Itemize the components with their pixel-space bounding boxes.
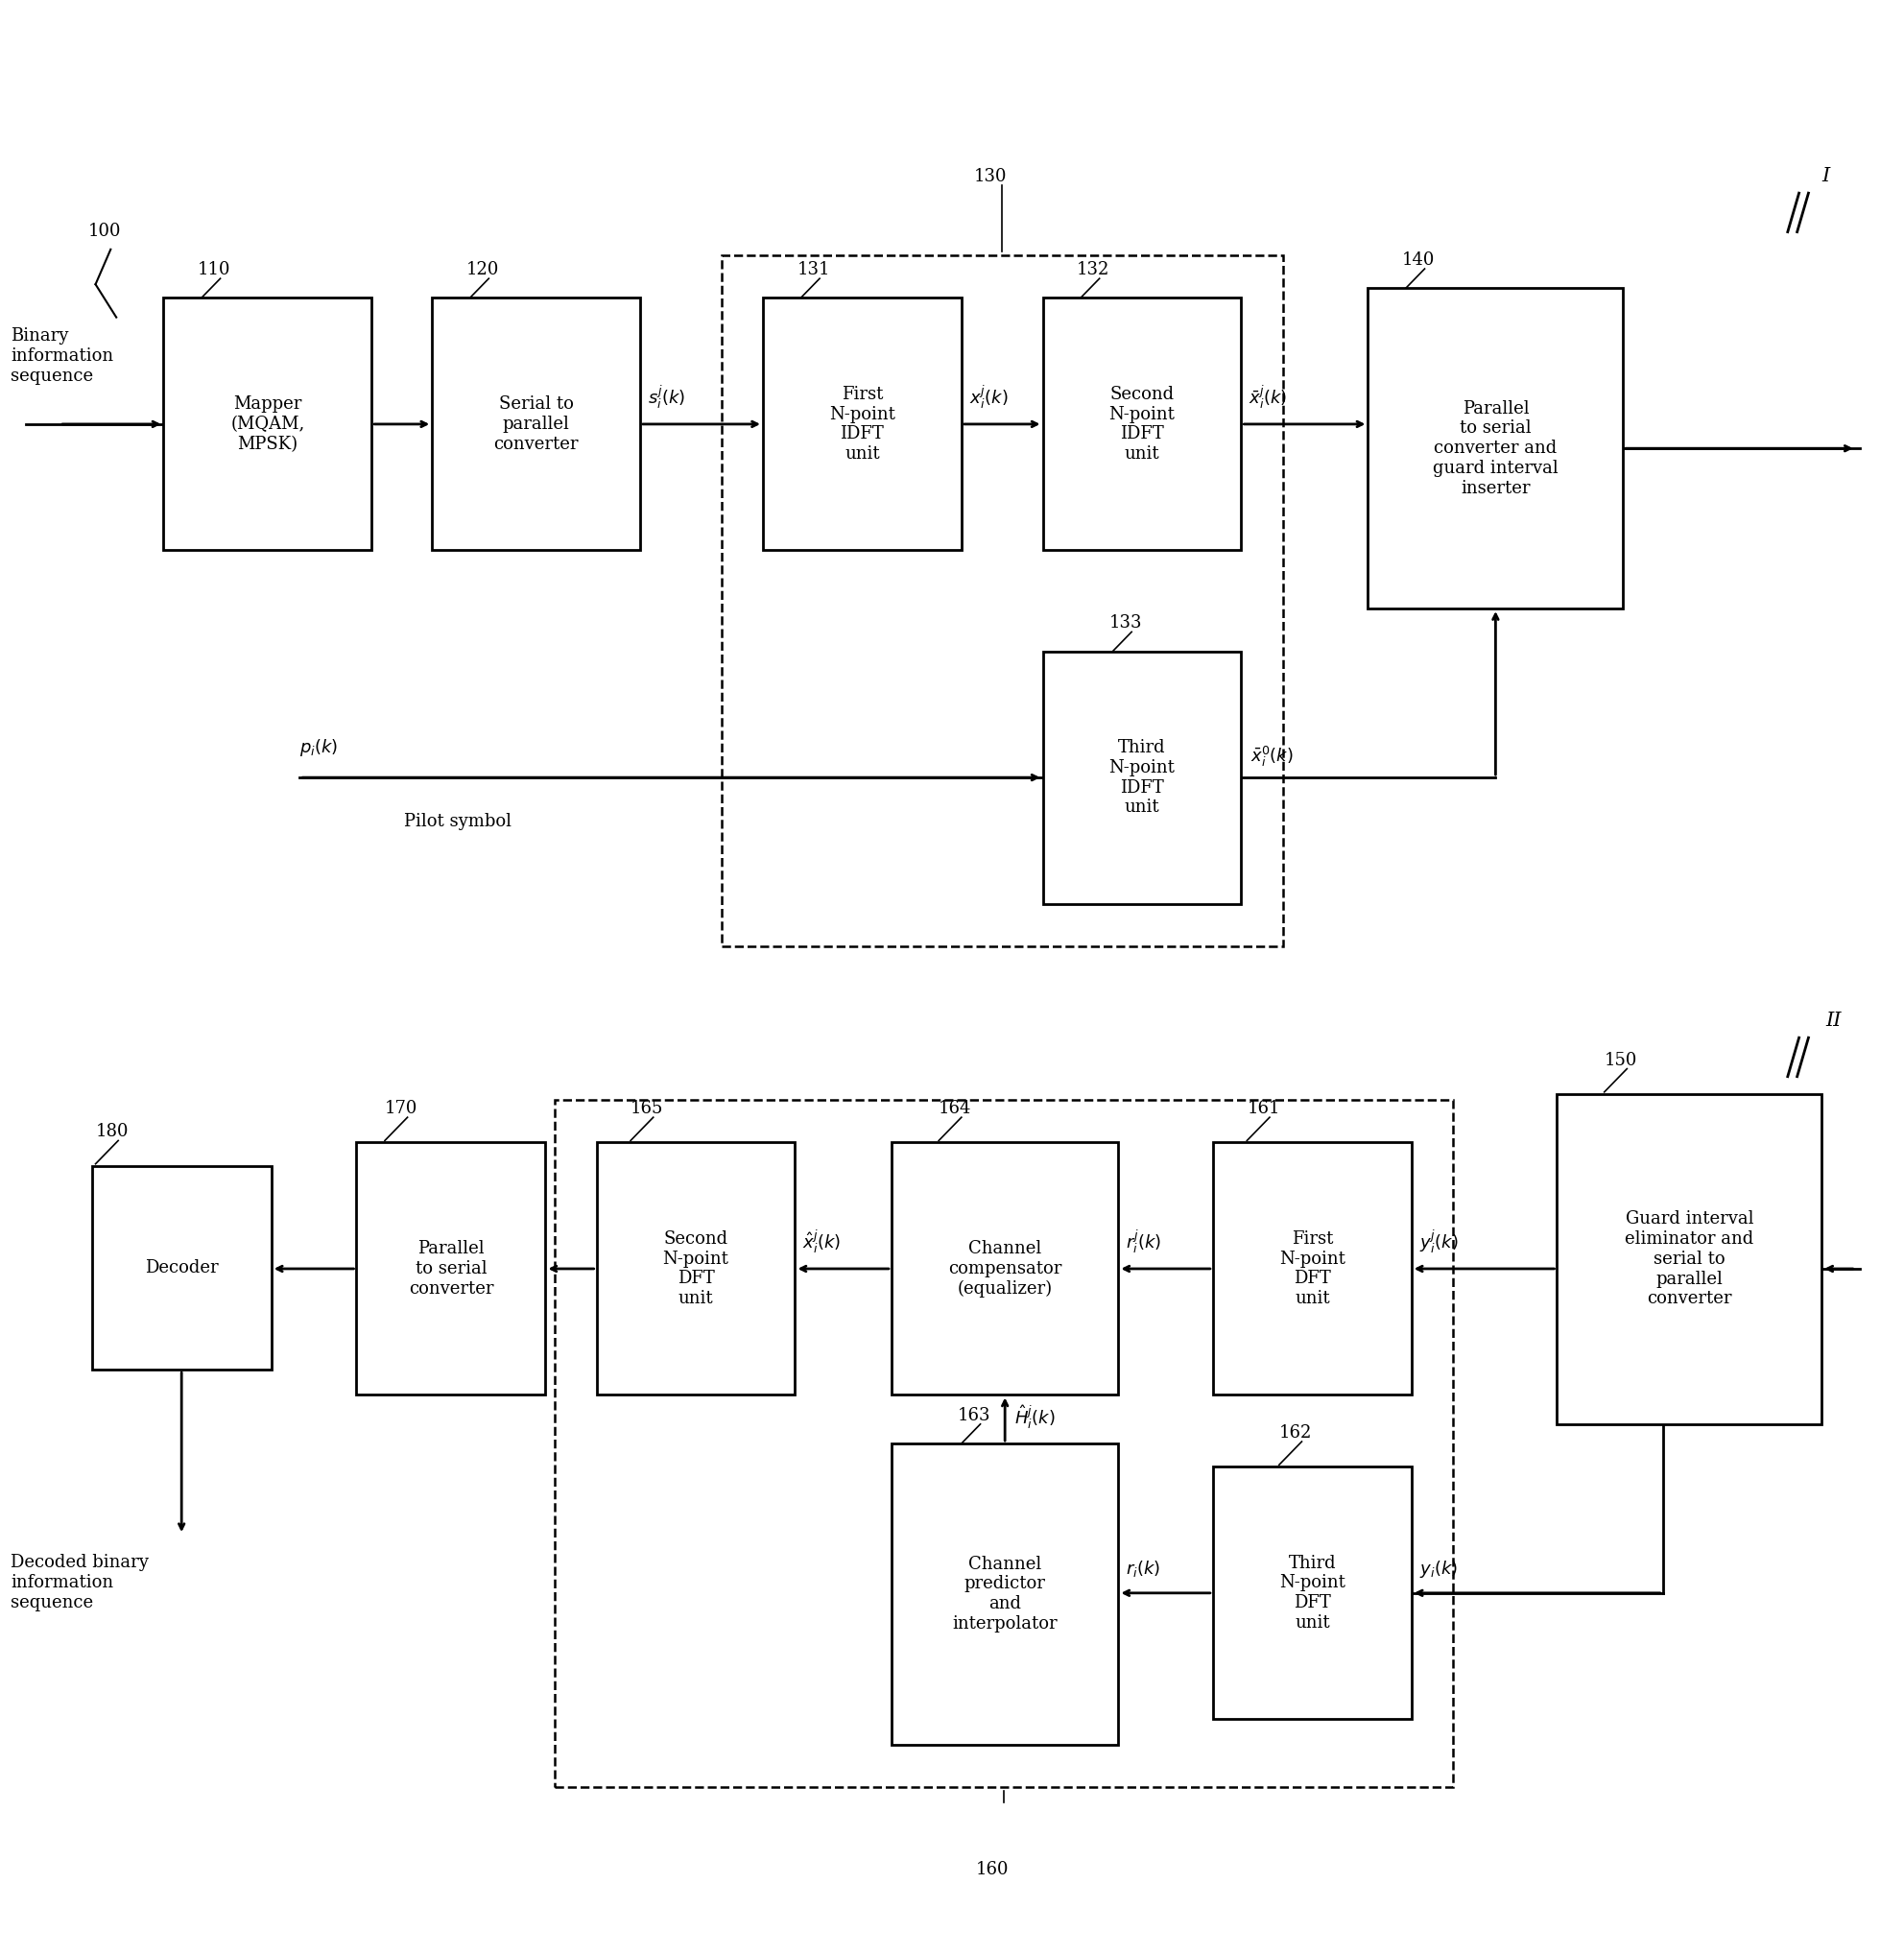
Text: Parallel
to serial
converter: Parallel to serial converter <box>409 1239 493 1298</box>
Text: $r_i^j(k)$: $r_i^j(k)$ <box>1125 1228 1161 1257</box>
Text: 162: 162 <box>1279 1425 1312 1441</box>
FancyBboxPatch shape <box>1367 287 1624 608</box>
Text: Serial to
parallel
converter: Serial to parallel converter <box>493 395 579 454</box>
Text: $y_i^j(k)$: $y_i^j(k)$ <box>1418 1228 1458 1257</box>
Text: 120: 120 <box>466 262 499 278</box>
Text: $\bar{x}_i^j(k)$: $\bar{x}_i^j(k)$ <box>1249 383 1287 413</box>
Text: 130: 130 <box>973 168 1007 186</box>
Text: 161: 161 <box>1247 1101 1279 1116</box>
Text: Second
N-point
DFT
unit: Second N-point DFT unit <box>663 1230 729 1308</box>
Text: Decoded binary
information
sequence: Decoded binary information sequence <box>10 1554 149 1611</box>
FancyBboxPatch shape <box>432 297 640 551</box>
Text: 180: 180 <box>95 1124 129 1140</box>
Text: 140: 140 <box>1401 252 1436 268</box>
Text: Second
N-point
IDFT
unit: Second N-point IDFT unit <box>1108 385 1175 463</box>
Text: 170: 170 <box>385 1101 417 1116</box>
Text: 110: 110 <box>198 262 230 278</box>
Text: $\hat{x}_i^j(k)$: $\hat{x}_i^j(k)$ <box>803 1228 842 1257</box>
Text: 131: 131 <box>798 262 830 278</box>
Text: 160: 160 <box>975 1861 1009 1879</box>
FancyBboxPatch shape <box>764 297 962 551</box>
Text: 164: 164 <box>939 1101 971 1116</box>
Text: Parallel
to serial
converter and
guard interval
inserter: Parallel to serial converter and guard i… <box>1434 401 1557 497</box>
Text: $x_i^j(k)$: $x_i^j(k)$ <box>969 383 1009 413</box>
Text: Channel
predictor
and
interpolator: Channel predictor and interpolator <box>952 1556 1057 1632</box>
FancyBboxPatch shape <box>164 297 371 551</box>
Text: 165: 165 <box>630 1101 664 1116</box>
Text: 100: 100 <box>88 223 122 240</box>
Text: II: II <box>1826 1011 1841 1030</box>
FancyBboxPatch shape <box>1043 297 1241 551</box>
Text: $\hat{H}_i^j(k)$: $\hat{H}_i^j(k)$ <box>1015 1404 1055 1431</box>
Text: Guard interval
eliminator and
serial to
parallel
converter: Guard interval eliminator and serial to … <box>1624 1210 1754 1308</box>
FancyBboxPatch shape <box>1213 1142 1411 1396</box>
Text: First
N-point
DFT
unit: First N-point DFT unit <box>1279 1230 1346 1308</box>
Text: Pilot symbol: Pilot symbol <box>404 813 510 829</box>
Text: First
N-point
IDFT
unit: First N-point IDFT unit <box>828 385 895 463</box>
Text: Decoder: Decoder <box>145 1259 219 1277</box>
Text: Third
N-point
DFT
unit: Third N-point DFT unit <box>1279 1554 1346 1632</box>
Text: 163: 163 <box>958 1408 990 1423</box>
FancyBboxPatch shape <box>891 1443 1118 1744</box>
Text: $p_i(k)$: $p_i(k)$ <box>299 737 339 759</box>
FancyBboxPatch shape <box>1557 1095 1822 1423</box>
Text: Mapper
(MQAM,
MPSK): Mapper (MQAM, MPSK) <box>230 395 305 454</box>
Text: Channel
compensator
(equalizer): Channel compensator (equalizer) <box>948 1239 1062 1298</box>
Text: $s_i^j(k)$: $s_i^j(k)$ <box>647 383 685 413</box>
FancyBboxPatch shape <box>91 1165 272 1370</box>
Text: I: I <box>1822 166 1830 186</box>
FancyBboxPatch shape <box>891 1142 1118 1396</box>
Text: $\bar{x}_i^0(k)$: $\bar{x}_i^0(k)$ <box>1251 745 1293 768</box>
Text: $r_i(k)$: $r_i(k)$ <box>1125 1558 1161 1578</box>
FancyBboxPatch shape <box>1043 651 1241 903</box>
Text: 133: 133 <box>1108 614 1142 631</box>
Text: $y_i(k)$: $y_i(k)$ <box>1418 1558 1457 1580</box>
Text: 132: 132 <box>1078 262 1110 278</box>
FancyBboxPatch shape <box>356 1142 546 1396</box>
FancyBboxPatch shape <box>596 1142 796 1396</box>
Text: 150: 150 <box>1605 1052 1637 1069</box>
FancyBboxPatch shape <box>1213 1466 1411 1718</box>
Text: Third
N-point
IDFT
unit: Third N-point IDFT unit <box>1108 739 1175 815</box>
Text: Binary
information
sequence: Binary information sequence <box>10 328 112 385</box>
